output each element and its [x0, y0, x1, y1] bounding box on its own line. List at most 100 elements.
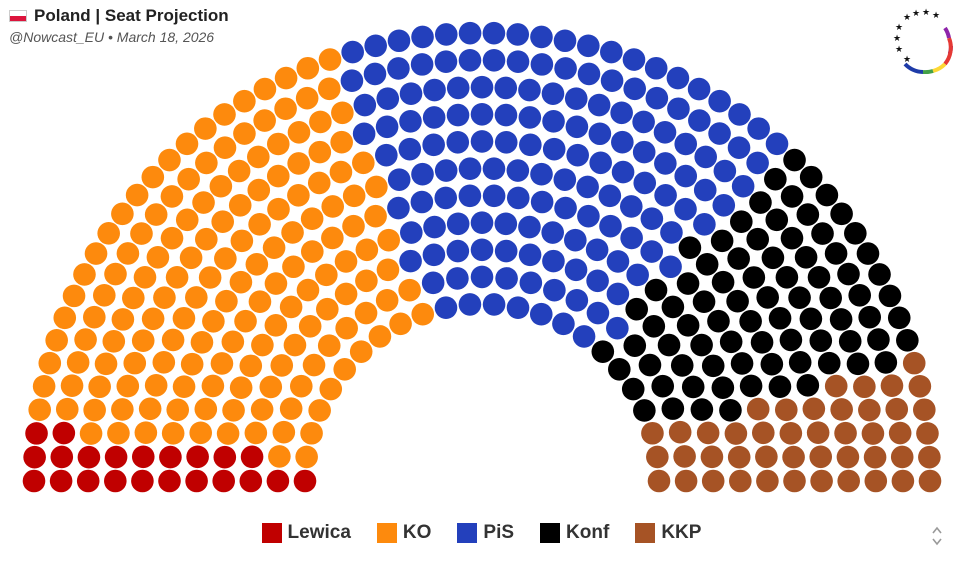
seat-kkp [864, 469, 888, 493]
seat-pis [554, 196, 577, 220]
seat-konf [746, 227, 769, 251]
seat-ko [262, 236, 286, 259]
seat-ko [368, 325, 392, 348]
seat-ko [283, 333, 307, 357]
seat-ko [321, 226, 344, 250]
seat-ko [253, 109, 276, 132]
seat-pis [434, 23, 458, 46]
seat-lewica [25, 422, 48, 445]
seat-ko [111, 202, 134, 226]
seat-ko [289, 374, 313, 398]
seat-konf [661, 397, 685, 420]
seat-pis [494, 103, 518, 127]
seat-pis [623, 77, 647, 101]
seat-pis [458, 48, 482, 72]
seat-pis [644, 56, 668, 80]
seat-pis [552, 312, 575, 336]
seat-ko [352, 151, 375, 175]
seat-pis [434, 159, 458, 182]
legend-item-pis[interactable]: PiS [457, 522, 514, 544]
seat-pis [653, 121, 677, 144]
seat-ko [264, 272, 288, 295]
seat-pis [400, 221, 423, 244]
seat-pis [606, 282, 630, 306]
seat-pis [577, 34, 600, 58]
seat-pis [600, 40, 623, 64]
scroll-arrows-icon[interactable] [931, 525, 943, 547]
seat-ko [246, 145, 270, 169]
seat-kkp [668, 420, 692, 444]
seat-kkp [861, 422, 885, 445]
seat-ko [166, 398, 190, 422]
seat-ko [83, 305, 106, 329]
seat-pis [375, 115, 399, 139]
seat-pis [494, 212, 518, 236]
seat-konf [730, 210, 753, 233]
seat-ko [287, 184, 310, 207]
seat-ko [66, 351, 90, 374]
seat-ko [144, 203, 168, 226]
seat-pis [411, 162, 434, 186]
seat-pis [399, 82, 423, 105]
seat-konf [739, 310, 762, 333]
legend-swatch [261, 523, 282, 543]
seat-kkp [646, 445, 669, 469]
seat-kkp [802, 397, 826, 421]
seat-konf [819, 286, 842, 310]
seat-ko [83, 398, 106, 422]
seat-kkp [746, 397, 770, 421]
seat-kkp [834, 421, 857, 445]
seat-pis [688, 109, 711, 132]
seat-ko [102, 330, 126, 353]
seat-ko [300, 421, 323, 445]
seat-kkp [880, 374, 904, 397]
seat-ko [398, 278, 421, 302]
seat-konf [896, 328, 919, 352]
seat-ko [111, 398, 134, 421]
seat-konf [830, 202, 853, 226]
seat-ko [317, 77, 341, 101]
seat-ko [270, 354, 294, 377]
seat-pis [422, 133, 445, 157]
seat-pis [587, 93, 611, 117]
legend-item-konf[interactable]: Konf [540, 522, 609, 544]
seat-ko [321, 195, 345, 218]
seat-konf [783, 148, 806, 172]
seat-ko [116, 242, 140, 265]
seat-ko [300, 207, 324, 230]
seat-konf [796, 203, 820, 226]
seat-ko [153, 286, 176, 309]
seat-ko [272, 420, 296, 444]
seat-pis [482, 293, 506, 316]
seat-ko [198, 266, 222, 289]
svg-text:★: ★ [922, 8, 930, 18]
seat-pis [598, 184, 622, 208]
seat-ko [130, 222, 153, 245]
seat-pis [422, 106, 446, 129]
seat-kkp [885, 397, 909, 421]
legend-item-lewica[interactable]: Lewica [261, 522, 351, 544]
party-group-pis [340, 21, 789, 348]
seat-ko [180, 352, 204, 376]
seat-kkp [647, 469, 671, 493]
seat-kkp [824, 374, 848, 398]
seat-konf [692, 290, 716, 314]
eu-stars-ring-icon: ★ ★ ★ ★ ★★★★ [893, 8, 953, 74]
seat-pis [458, 293, 482, 316]
seat-ko [318, 48, 342, 71]
seat-konf [690, 333, 713, 357]
seat-pis [375, 143, 398, 167]
seat-pis [564, 228, 587, 252]
seat-ko [84, 242, 108, 265]
seat-ko [279, 295, 303, 319]
seat-pis [506, 296, 530, 320]
seat-pis [482, 157, 506, 181]
seat-pis [599, 214, 622, 238]
seat-pis [694, 145, 717, 169]
legend-item-ko[interactable]: KO [376, 522, 431, 544]
seat-pis [542, 137, 566, 161]
seat-kkp [913, 398, 936, 422]
seat-ko [62, 284, 86, 308]
legend-item-kkp[interactable]: KKP [635, 522, 701, 544]
seat-pis [519, 133, 542, 157]
